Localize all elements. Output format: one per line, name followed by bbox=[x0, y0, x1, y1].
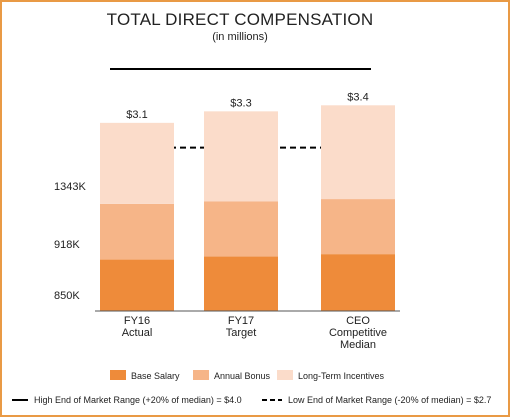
chart-subtitle: (in millions) bbox=[212, 31, 268, 43]
bar-segment-long-term-incentives-2 bbox=[321, 105, 395, 200]
category-label-1-1: Target bbox=[226, 327, 257, 339]
bar-segment-annual-bonus-0 bbox=[100, 203, 174, 260]
bar-segment-base-salary-0 bbox=[100, 259, 174, 311]
bar-segment-long-term-incentives-0 bbox=[100, 122, 174, 204]
bars-group bbox=[95, 105, 400, 312]
legend-label-annual-bonus: Annual Bonus bbox=[214, 371, 271, 381]
bar-total-label-0: $3.1 bbox=[126, 109, 147, 121]
category-label-2-1: Competitive bbox=[329, 327, 387, 339]
category-label-2-0: CEO bbox=[346, 315, 370, 327]
legend-swatch-long-term-incentives bbox=[277, 370, 293, 380]
side-label-2: 1343K bbox=[54, 181, 86, 193]
high-range-legend-label: High End of Market Range (+20% of median… bbox=[34, 395, 242, 405]
bar-segment-base-salary-1 bbox=[204, 256, 278, 311]
chart-title: TOTAL DIRECT COMPENSATION bbox=[107, 10, 374, 29]
legend-label-long-term-incentives: Long-Term Incentives bbox=[298, 371, 385, 381]
legend-label-base-salary: Base Salary bbox=[131, 371, 180, 381]
legend-swatch-annual-bonus bbox=[193, 370, 209, 380]
bar-segment-base-salary-2 bbox=[321, 254, 395, 311]
legend-swatch-base-salary bbox=[110, 370, 126, 380]
category-label-1-0: FY17 bbox=[228, 315, 254, 327]
side-label-1: 918K bbox=[54, 239, 80, 251]
bar-segment-annual-bonus-1 bbox=[204, 201, 278, 257]
category-label-0-0: FY16 bbox=[124, 315, 150, 327]
category-label-2-2: Median bbox=[340, 339, 376, 351]
legend: Base Salary Annual Bonus Long-Term Incenti… bbox=[12, 370, 491, 405]
low-range-legend-label: Low End of Market Range (-20% of median)… bbox=[288, 395, 491, 405]
bar-total-label-1: $3.3 bbox=[230, 97, 251, 109]
category-label-0-1: Actual bbox=[122, 327, 153, 339]
bar-segment-long-term-incentives-1 bbox=[204, 111, 278, 202]
side-label-0: 850K bbox=[54, 290, 80, 302]
bar-segment-annual-bonus-2 bbox=[321, 199, 395, 255]
bar-total-label-2: $3.4 bbox=[347, 91, 368, 103]
